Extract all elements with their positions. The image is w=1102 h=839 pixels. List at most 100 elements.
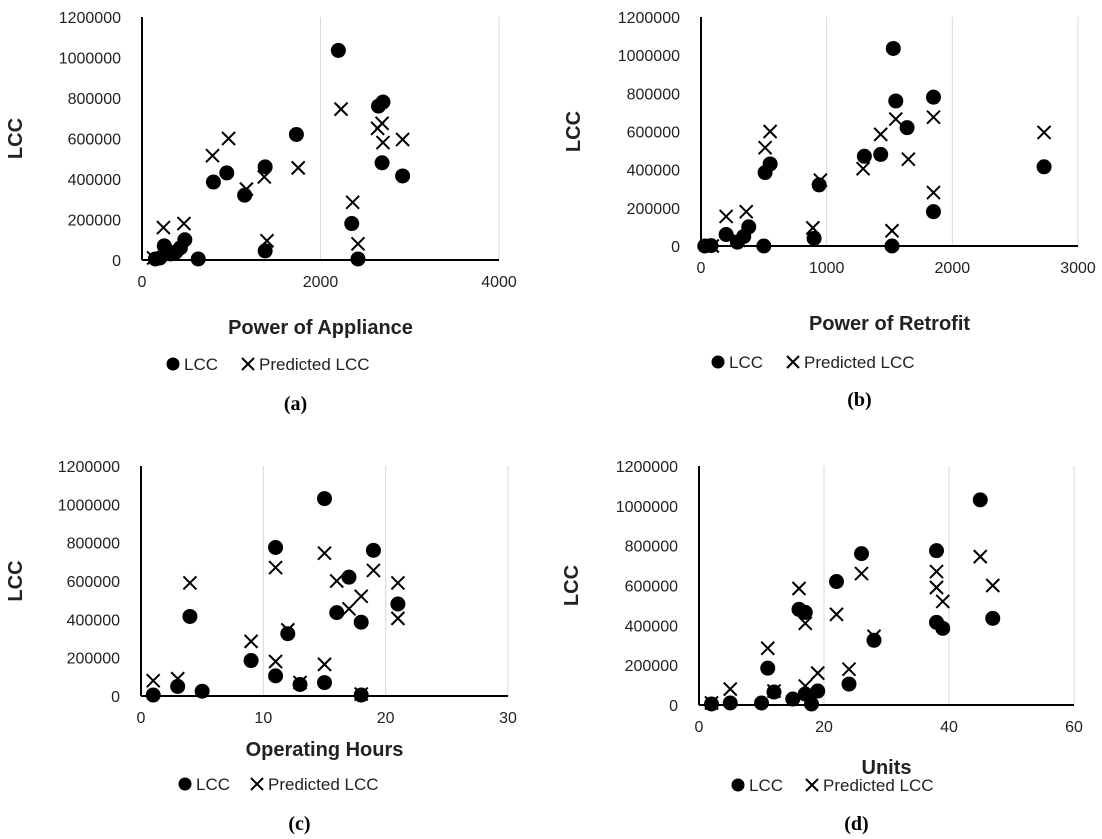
series-lcc [147, 42, 411, 267]
y-tick-label: 1000000 [618, 48, 680, 65]
x-tick-label: 0 [137, 710, 146, 727]
x-axis-title: Units [862, 757, 912, 779]
data-point-lcc [268, 539, 284, 555]
data-point-lcc [395, 168, 411, 184]
y-tick-label: 200000 [68, 213, 121, 230]
data-point-lcc [182, 608, 198, 624]
y-tick-label: 400000 [68, 172, 121, 189]
y-tick-label: 600000 [67, 574, 120, 591]
y-tick-label: 1200000 [616, 459, 678, 476]
data-point-predicted-lcc [855, 161, 871, 176]
data-point-predicted-lcc [929, 580, 944, 595]
x-axis-title: Operating Hours [246, 739, 404, 761]
series-predicted-lcc [704, 549, 1000, 711]
data-point-predicted-lcc [205, 148, 220, 163]
legend-marker-predicted-lcc [805, 778, 819, 792]
data-point-predicted-lcc [888, 111, 903, 127]
data-point-predicted-lcc [841, 661, 857, 677]
data-point-lcc [219, 165, 235, 181]
data-point-lcc [785, 691, 801, 707]
data-point-predicted-lcc [805, 220, 821, 236]
data-point-lcc [292, 677, 308, 692]
data-point-predicted-lcc [985, 578, 1000, 593]
panel-c: 0 10 20 30 0 200000 400000 600000 800000 1000000 1… [5, 459, 517, 835]
y-tick-label: 600000 [68, 132, 121, 149]
panel-d: 0 20 40 60 0 200000 400000 600000 800000 1000000 1… [561, 459, 1083, 835]
y-tick-label: 0 [111, 689, 120, 706]
data-point-predicted-lcc [257, 169, 272, 185]
legend: LCC Predicted LCC [166, 355, 370, 374]
data-point-predicted-lcc [353, 686, 369, 702]
data-point-predicted-lcc [901, 151, 916, 167]
panel-caption: (a) [284, 393, 307, 415]
data-point-lcc [972, 492, 988, 508]
data-point-predicted-lcc [973, 549, 988, 564]
data-point-lcc [873, 146, 889, 162]
data-point-lcc [177, 232, 193, 248]
y-tick-label: 0 [112, 253, 121, 270]
data-point-lcc [353, 614, 369, 630]
data-point-lcc [344, 216, 360, 232]
x-tick-label: 10 [254, 710, 272, 727]
data-point-lcc [804, 696, 819, 712]
y-tick-label: 1200000 [59, 10, 121, 27]
data-point-lcc [257, 159, 273, 175]
data-point-predicted-lcc [739, 204, 754, 219]
data-point-lcc [762, 156, 778, 172]
data-point-lcc [806, 230, 822, 246]
y-tick-label: 400000 [67, 612, 120, 629]
data-point-predicted-lcc [341, 601, 357, 616]
data-point-lcc [145, 687, 161, 703]
x-tick-label: 0 [697, 260, 706, 277]
y-tick-label: 600000 [627, 125, 680, 142]
data-point-lcc [317, 491, 332, 507]
x-tick-label: 0 [138, 274, 147, 291]
x-tick-label: 40 [940, 719, 958, 736]
data-point-predicted-lcc [718, 209, 734, 224]
legend-marker-lcc [178, 777, 192, 791]
data-point-predicted-lcc [333, 101, 349, 117]
data-point-predicted-lcc [146, 250, 161, 266]
data-point-predicted-lcc [239, 181, 254, 197]
x-axis-title: Power of Appliance [228, 317, 413, 339]
y-tick-label: 1200000 [58, 459, 120, 476]
x-tick-label: 2000 [303, 274, 339, 291]
data-point-lcc [985, 610, 1001, 626]
legend-label-lcc: LCC [196, 775, 230, 794]
legend-label-lcc: LCC [184, 355, 218, 374]
series-lcc [697, 40, 1052, 254]
legend-marker-lcc [731, 778, 745, 792]
x-axis-title: Power of Retrofit [809, 313, 970, 335]
data-point-predicted-lcc [329, 573, 344, 589]
data-point-predicted-lcc [854, 566, 869, 581]
data-point-lcc [205, 174, 221, 190]
legend-marker-lcc [711, 355, 725, 369]
y-tick-label: 600000 [625, 579, 678, 596]
y-tick-label: 1200000 [618, 10, 680, 27]
x-tick-label: 30 [499, 710, 517, 727]
data-point-lcc [854, 546, 869, 562]
data-point-lcc [929, 543, 944, 559]
x-tick-label: 3000 [1060, 260, 1096, 277]
data-point-lcc [810, 683, 826, 699]
x-tick-label: 0 [695, 719, 704, 736]
y-axis-title: LCC [561, 565, 583, 606]
legend: LCC Predicted LCC [731, 776, 934, 795]
panel-caption: (d) [844, 813, 868, 835]
data-point-predicted-lcc [176, 216, 192, 231]
data-point-predicted-lcc [866, 629, 882, 644]
y-tick-label: 0 [669, 698, 678, 715]
data-point-predicted-lcc [926, 185, 941, 200]
x-tick-label: 2000 [935, 260, 971, 277]
data-point-lcc [856, 148, 872, 164]
data-point-predicted-lcc [760, 641, 775, 656]
data-point-predicted-lcc [390, 611, 406, 626]
y-tick-label: 200000 [67, 651, 120, 668]
x-tick-label: 20 [377, 710, 395, 727]
y-tick-label: 0 [671, 239, 680, 256]
y-tick-label: 400000 [625, 618, 678, 635]
data-point-predicted-lcc [798, 678, 813, 694]
data-point-predicted-lcc [873, 127, 888, 142]
legend-marker-predicted-lcc [241, 357, 255, 371]
